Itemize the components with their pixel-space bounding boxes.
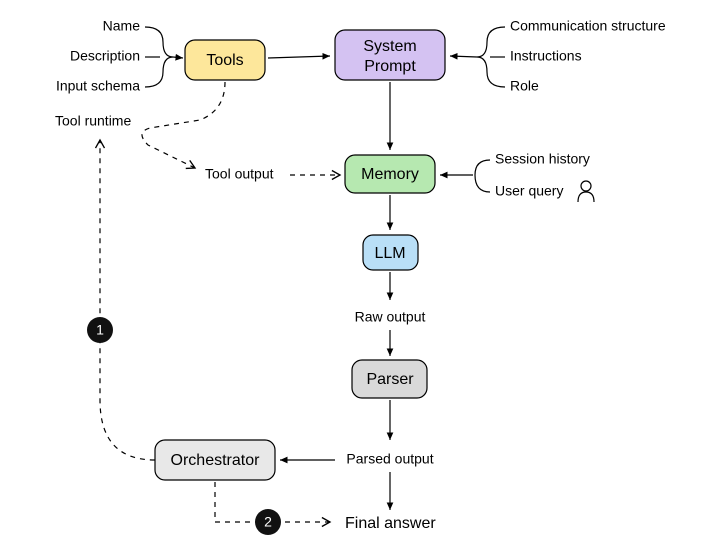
flowchart-diagram: Name Description Input schema Tools Syst… xyxy=(0,0,720,559)
label-parsed-output: Parsed output xyxy=(346,451,433,467)
label-session-history: Session history xyxy=(495,151,590,167)
badge-2-label: 2 xyxy=(264,514,272,530)
label-instructions: Instructions xyxy=(510,48,582,64)
badge-1-label: 1 xyxy=(96,322,104,338)
label-raw-output: Raw output xyxy=(355,309,426,325)
node-system-label-2: Prompt xyxy=(364,58,416,75)
edge-orch-to-runtime xyxy=(100,140,155,460)
label-input-schema: Input schema xyxy=(56,78,140,94)
label-user-query: User query xyxy=(495,183,563,199)
label-tool-runtime: Tool runtime xyxy=(55,113,131,129)
brace-right-memory xyxy=(475,160,490,192)
node-parser-label: Parser xyxy=(366,371,414,388)
label-comm-structure: Communication structure xyxy=(510,18,666,34)
label-name: Name xyxy=(103,18,141,34)
node-tools-label: Tools xyxy=(206,52,243,69)
node-orchestrator-label: Orchestrator xyxy=(171,452,261,469)
label-role: Role xyxy=(510,78,539,94)
user-icon xyxy=(578,181,594,202)
node-memory-label: Memory xyxy=(361,166,419,183)
edge-inputs-to-tools xyxy=(173,57,183,58)
edge-tools-to-runtime xyxy=(142,82,225,168)
edge-inputs-to-system xyxy=(450,56,477,57)
label-description: Description xyxy=(70,48,140,64)
node-system-label-1: System xyxy=(363,38,416,55)
node-llm-label: LLM xyxy=(374,245,405,262)
label-final-answer: Final answer xyxy=(345,515,436,532)
label-tool-output: Tool output xyxy=(205,166,274,182)
edge-tools-to-system xyxy=(268,56,330,58)
